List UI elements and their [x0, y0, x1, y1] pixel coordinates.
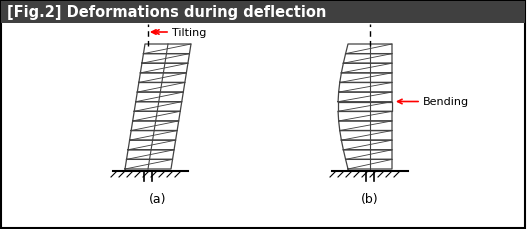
Text: Bending: Bending	[423, 97, 469, 107]
Text: [Fig.2] Deformations during deflection: [Fig.2] Deformations during deflection	[7, 5, 326, 20]
Text: (b): (b)	[361, 193, 379, 206]
FancyBboxPatch shape	[1, 2, 525, 24]
Text: Tilting: Tilting	[172, 28, 207, 38]
Text: (a): (a)	[149, 193, 167, 206]
